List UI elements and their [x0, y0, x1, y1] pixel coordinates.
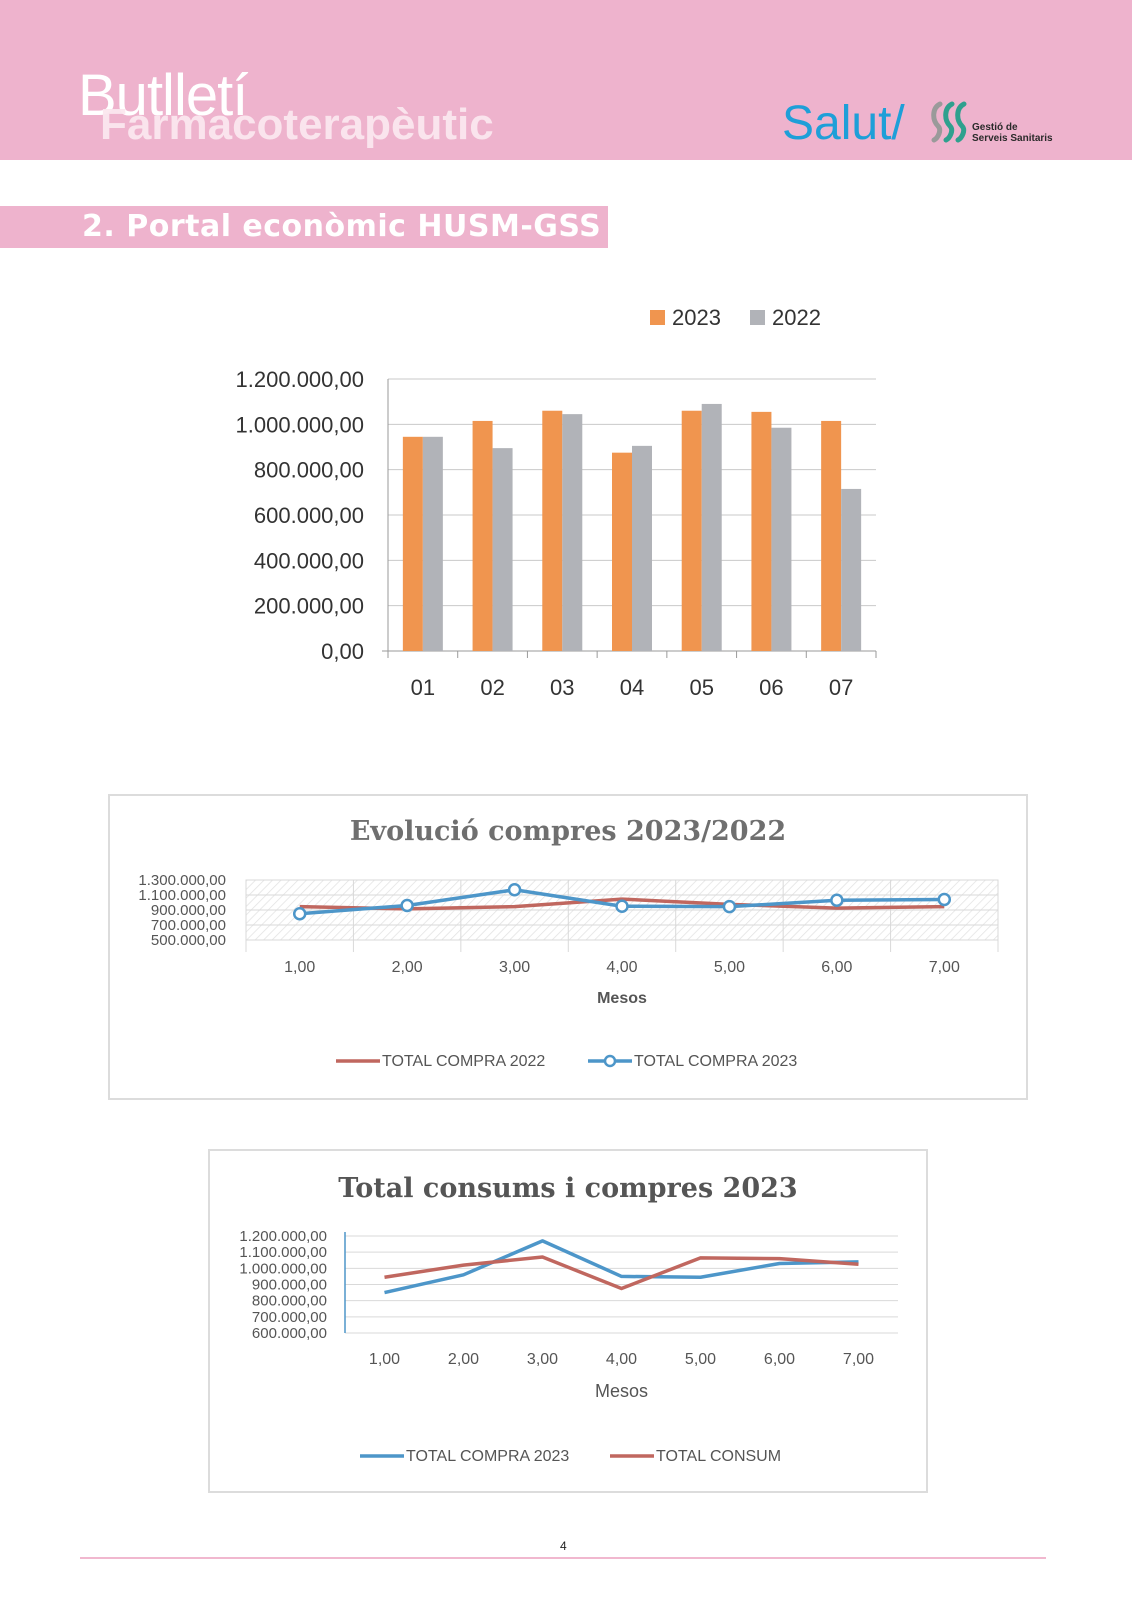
page-number: 4 — [560, 1539, 567, 1553]
bar-2022-02 — [492, 448, 513, 651]
x-tick-label: 3,00 — [499, 959, 530, 976]
y-tick-label: 1.000.000,00 — [236, 412, 364, 437]
legend-label: 2022 — [772, 305, 821, 330]
bar-2023-07 — [821, 420, 842, 651]
legend-swatch-2023 — [650, 310, 665, 325]
bulletin-title: Butlletí — [78, 63, 248, 128]
x-axis-title: Mesos — [595, 1381, 648, 1401]
y-tick-label: 1.100.000,00 — [239, 1244, 327, 1261]
gss-logo-caption-line1: Gestió de — [972, 122, 1018, 133]
header-band: Butlletí Farmacoterapèutic Salut/ Gestió… — [0, 0, 1132, 160]
x-tick-label: 6,00 — [821, 959, 852, 976]
data-point-TOTAL COMPRA 2023 — [937, 892, 952, 907]
gss-logo-caption-line2: Serveis Sanitaris — [972, 133, 1053, 144]
salut-logo-text: Salut/ — [782, 97, 905, 150]
x-tick-label: 03 — [550, 675, 574, 700]
y-tick-label: 1.300.000,00 — [138, 872, 226, 889]
chart-title: Total consums i compres 2023 — [338, 1173, 797, 1204]
x-tick-label: 06 — [759, 675, 783, 700]
bar-2023-03 — [542, 410, 563, 651]
series-line-TOTAL COMPRA 2023 — [384, 1239, 859, 1295]
bar-2023-06 — [751, 411, 772, 651]
x-tick-label: 07 — [829, 675, 853, 700]
series-line-TOTAL CONSUM — [384, 1255, 859, 1291]
data-point-TOTAL COMPRA 2023 — [722, 899, 737, 914]
x-tick-label: 2,00 — [392, 959, 423, 976]
gss-logo-icon — [931, 101, 967, 143]
legend-label: TOTAL COMPRA 2022 — [382, 1053, 545, 1070]
data-point-TOTAL COMPRA 2023 — [292, 907, 307, 921]
bar-2022-01 — [422, 436, 443, 651]
y-tick-label: 0,00 — [321, 639, 364, 664]
legend-label: TOTAL COMPRA 2023 — [634, 1053, 797, 1070]
y-tick-label: 800.000,00 — [254, 458, 364, 483]
data-point-TOTAL COMPRA 2023 — [400, 898, 414, 913]
legend-marker — [603, 1054, 617, 1068]
y-tick-label: 1.200.000,00 — [236, 367, 364, 392]
y-tick-label: 600.000,00 — [254, 503, 364, 528]
chart-frame-consums — [208, 1149, 928, 1493]
x-tick-label: 3,00 — [527, 1351, 558, 1368]
bar-2022-06 — [771, 427, 792, 651]
x-tick-label: 02 — [480, 675, 504, 700]
y-tick-label: 200.000,00 — [254, 594, 364, 619]
y-tick-label: 700.000,00 — [252, 1309, 327, 1326]
bar-chart-monthly-purchases: 0,00 200.000,00 400.000,00 600.000,00 800.00… — [236, 305, 877, 700]
bar-2022-07 — [841, 488, 862, 651]
bar-2022-04 — [632, 445, 652, 651]
y-tick-label: 900.000,00 — [151, 902, 226, 919]
x-tick-label: 1,00 — [284, 959, 315, 976]
line-chart-consums-compres: Total consums i compres 2023 600.000,0070… — [239, 1173, 898, 1465]
chart-title: Evolució compres 2023/2022 — [350, 816, 786, 847]
y-tick-label: 400.000,00 — [254, 548, 364, 573]
y-tick-label: 500.000,00 — [151, 932, 226, 949]
data-point-TOTAL COMPRA 2023 — [615, 899, 629, 913]
x-tick-label: 6,00 — [764, 1351, 795, 1368]
gss-logo-caption: Gestió de Serveis Sanitaris — [972, 122, 1053, 144]
legend-label: 2023 — [672, 305, 721, 330]
x-tick-label: 2,00 — [448, 1351, 479, 1368]
y-tick-label: 1.000.000,00 — [239, 1260, 327, 1277]
salut-gss-logo: Salut/ Gestió de Serveis Sanitaris — [782, 96, 1072, 156]
x-tick-label: 5,00 — [714, 959, 745, 976]
x-tick-label: 04 — [620, 675, 644, 700]
footer-divider — [80, 1557, 1046, 1559]
data-point-TOTAL COMPRA 2023 — [830, 893, 844, 907]
bar-2023-02 — [472, 420, 493, 651]
x-axis-title: Mesos — [597, 990, 647, 1007]
y-tick-label: 1.100.000,00 — [138, 887, 226, 904]
x-tick-label: 4,00 — [606, 959, 637, 976]
x-tick-label: 7,00 — [929, 959, 960, 976]
legend-label: TOTAL COMPRA 2023 — [406, 1448, 569, 1465]
legend-swatch-2022 — [750, 310, 765, 325]
bar-2022-03 — [562, 414, 583, 651]
x-tick-label: 7,00 — [843, 1351, 874, 1368]
x-tick-label: 01 — [411, 675, 435, 700]
bar-2023-04 — [612, 452, 632, 651]
x-tick-label: 5,00 — [685, 1351, 716, 1368]
line-chart-evolucio-compres: Evolució compres 2023/2022 500.000,00700.… — [138, 816, 999, 1070]
y-tick-label: 800.000,00 — [252, 1293, 327, 1310]
bar-2023-01 — [402, 436, 423, 651]
x-tick-label: 1,00 — [369, 1351, 400, 1368]
x-tick-label: 4,00 — [606, 1351, 637, 1368]
y-tick-label: 600.000,00 — [252, 1325, 327, 1342]
bulletin-subtitle: Farmacoterapèutic — [100, 100, 494, 149]
y-tick-label: 700.000,00 — [151, 917, 226, 934]
data-point-TOTAL COMPRA 2023 — [507, 883, 522, 897]
y-tick-label: 1.200.000,00 — [239, 1228, 327, 1245]
bar-2022-05 — [701, 403, 722, 651]
section-title: 2. Portal econòmic HUSM-GSS — [82, 209, 602, 244]
legend-label: TOTAL CONSUM — [656, 1448, 781, 1465]
y-tick-label: 900.000,00 — [252, 1277, 327, 1294]
bar-2023-05 — [681, 410, 702, 651]
x-tick-label: 05 — [689, 675, 713, 700]
section-banner: 2. Portal econòmic HUSM-GSS — [0, 206, 608, 248]
